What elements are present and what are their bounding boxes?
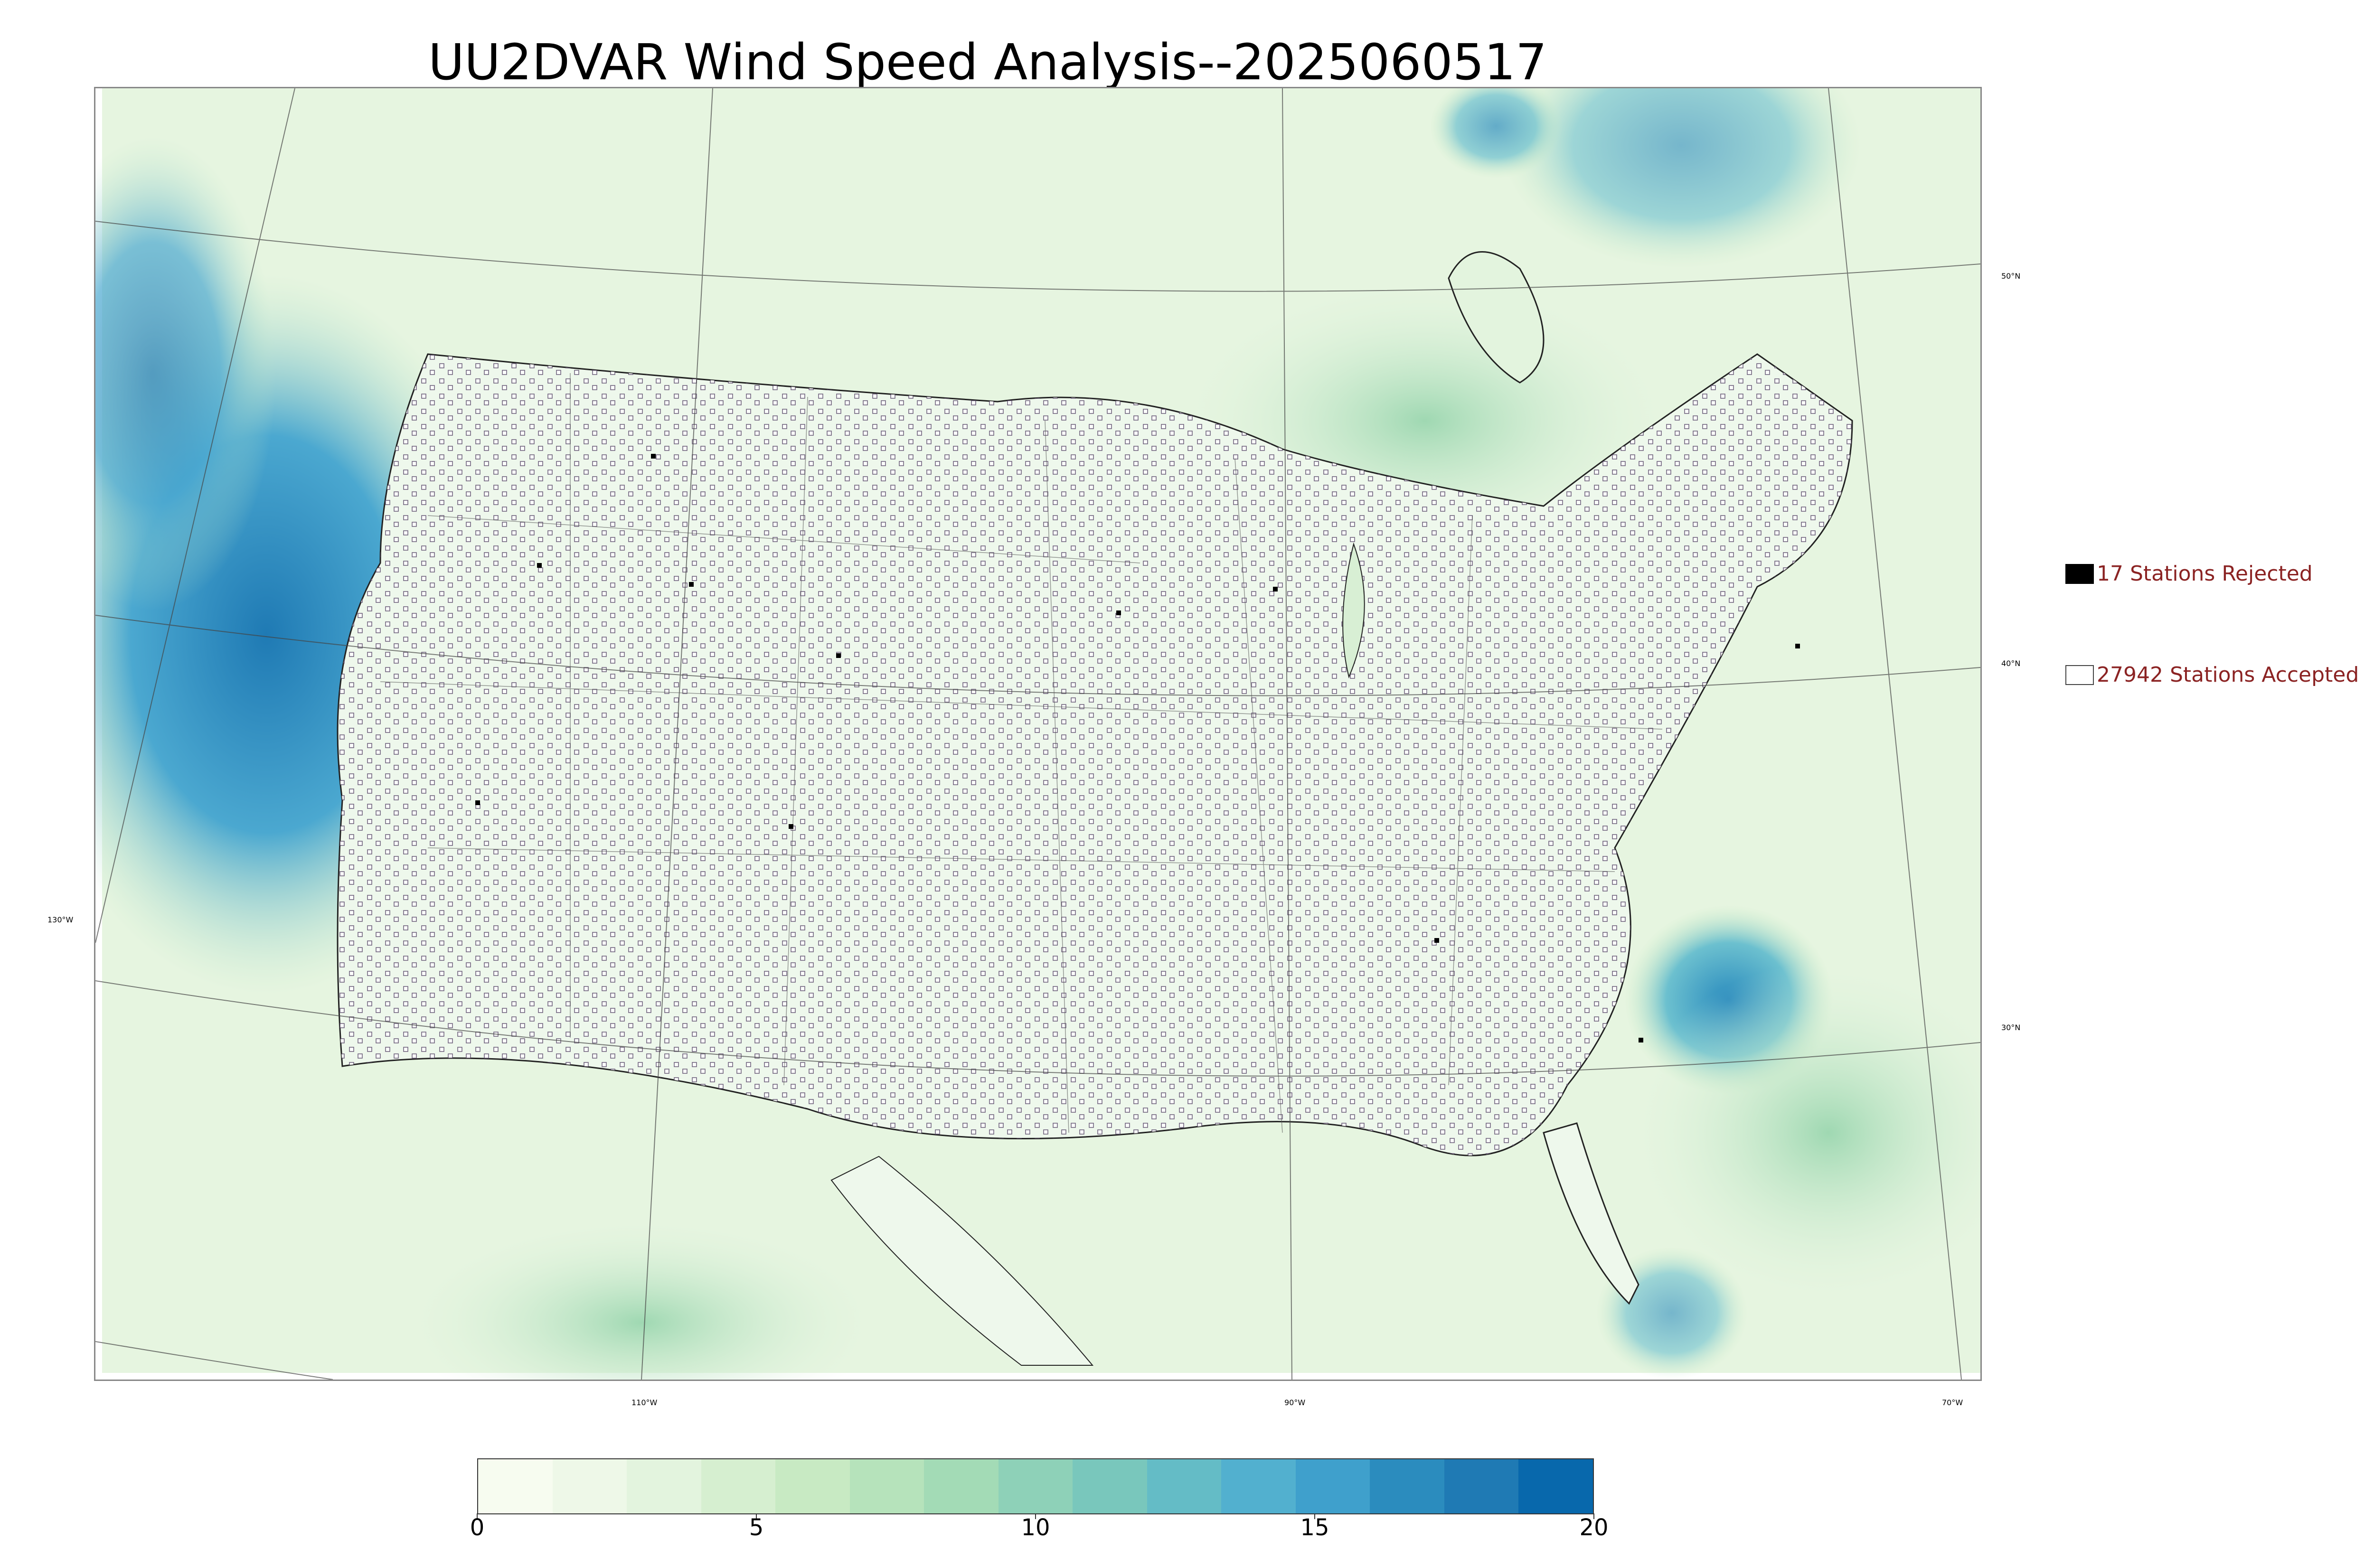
- colorbar-segment: [1518, 1459, 1593, 1513]
- colorbar-tick-label: 0: [470, 1514, 485, 1541]
- colorbar-tick-label: 20: [1579, 1514, 1609, 1541]
- colorbar-tick-mark: [1593, 1513, 1594, 1519]
- lon-label-90w: 90°W: [1284, 1398, 1306, 1407]
- colorbar-segment: [701, 1459, 776, 1513]
- legend-rejected: 17 Stations Rejected: [2065, 562, 2313, 586]
- colorbar-segment: [1073, 1459, 1147, 1513]
- colorbar-segment: [1221, 1459, 1296, 1513]
- map-title: UU2DVAR Wind Speed Analysis--2025060517: [428, 33, 1547, 91]
- lat-label-30n: 30°N: [2001, 1023, 2021, 1032]
- rejected-stations: [475, 454, 1800, 1042]
- colorbar-segment: [1295, 1459, 1370, 1513]
- colorbar-tick-label: 15: [1300, 1514, 1329, 1541]
- colorbar-tick-label: 10: [1021, 1514, 1050, 1541]
- graticule: [95, 88, 1980, 1380]
- lat-label-40n: 40°N: [2001, 659, 2021, 668]
- map-canvas: [95, 88, 1980, 1380]
- colorbar-segment: [849, 1459, 924, 1513]
- accepted-marker-icon: [2065, 665, 2094, 685]
- colorbar-tick-label: 5: [749, 1514, 764, 1541]
- mexico: [830, 1155, 1094, 1366]
- lake-michigan: [1342, 542, 1365, 679]
- colorbar-segment: [1444, 1459, 1519, 1513]
- wind-speed-colorbar: [477, 1458, 1594, 1514]
- legend-accepted: 27942 Stations Accepted: [2065, 663, 2359, 687]
- colorbar-segment: [924, 1459, 999, 1513]
- colorbar-segment: [1370, 1459, 1444, 1513]
- colorbar-segment: [998, 1459, 1073, 1513]
- colorbar-tick-mark: [1314, 1513, 1315, 1519]
- wind-speed-map[interactable]: [94, 87, 1982, 1381]
- colorbar-tick-mark: [477, 1513, 478, 1519]
- colorbar-segment: [552, 1459, 627, 1513]
- lon-label-110w: 110°W: [631, 1398, 658, 1407]
- rejected-marker-icon: [2065, 563, 2094, 584]
- legend-accepted-label: 27942 Stations Accepted: [2097, 663, 2359, 687]
- hudson-bay-shore: [1448, 251, 1545, 384]
- lat-label-50n: 50°N: [2001, 272, 2021, 281]
- lon-label-70w: 70°W: [1942, 1398, 1963, 1407]
- colorbar-segment: [1147, 1459, 1222, 1513]
- legend-rejected-label: 17 Stations Rejected: [2097, 562, 2313, 586]
- colorbar-segment: [627, 1459, 701, 1513]
- state-borders: [380, 373, 1663, 1133]
- florida: [1543, 1122, 1639, 1305]
- colorbar-segment: [478, 1459, 553, 1513]
- colorbar-tick-mark: [756, 1513, 757, 1519]
- lon-label-130w: 130°W: [47, 915, 74, 924]
- colorbar-segment: [775, 1459, 850, 1513]
- colorbar-tick-mark: [1035, 1513, 1036, 1519]
